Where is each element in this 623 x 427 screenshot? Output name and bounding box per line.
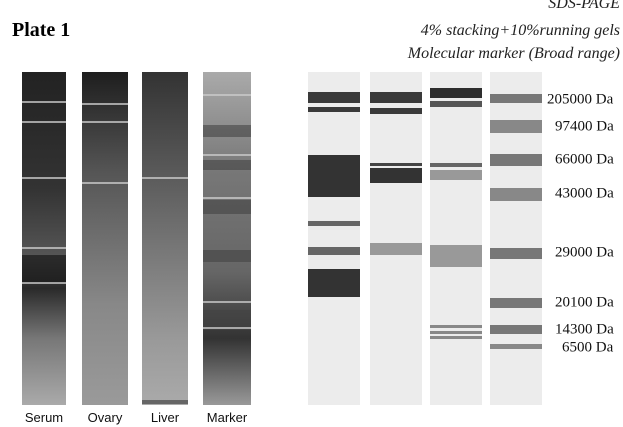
band	[430, 88, 482, 98]
band	[430, 245, 482, 267]
band	[370, 92, 422, 103]
band-photo	[142, 400, 188, 404]
band	[490, 298, 542, 308]
marker-label: 97400 Da	[555, 118, 614, 134]
band	[308, 247, 360, 255]
band	[308, 221, 360, 226]
caption-line: Molecular marker (Broad range)	[407, 45, 620, 62]
band	[490, 344, 542, 349]
band	[430, 336, 482, 339]
band	[430, 331, 482, 334]
band	[308, 92, 360, 103]
band	[370, 168, 422, 183]
band-photo	[22, 255, 66, 283]
caption-line: SDS-PAGE	[548, 0, 620, 12]
band	[430, 325, 482, 328]
band	[490, 154, 542, 166]
lane-schematic	[430, 72, 482, 405]
band	[308, 155, 360, 197]
band-photo	[203, 125, 251, 137]
band-photo	[203, 310, 251, 330]
caption-line: 4% stacking+10%running gels	[421, 22, 620, 39]
lane-photo	[142, 72, 188, 405]
band	[490, 120, 542, 133]
band	[308, 269, 360, 297]
lane-photo	[82, 72, 128, 405]
band	[430, 101, 482, 107]
lane-label: Serum	[25, 410, 63, 425]
band	[430, 163, 482, 167]
marker-label: 6500 Da	[562, 339, 614, 355]
lane-photo	[203, 72, 251, 405]
marker-label: 66000 Da	[555, 151, 614, 167]
lane-photo	[22, 72, 66, 405]
gel-photo	[22, 72, 251, 405]
lane-label: Ovary	[88, 410, 123, 425]
marker-label: 20100 Da	[555, 294, 614, 310]
band	[490, 188, 542, 201]
band	[370, 108, 422, 114]
marker-label: 205000 Da	[547, 91, 614, 107]
band-photo	[203, 200, 251, 214]
lane-schematic	[308, 72, 360, 405]
lane-label: Marker	[207, 410, 248, 425]
band	[370, 243, 422, 255]
band	[370, 163, 422, 166]
lane-schematic	[370, 72, 422, 405]
band-photo	[203, 250, 251, 262]
band	[308, 107, 360, 112]
marker-label: 43000 Da	[555, 185, 614, 201]
band	[490, 94, 542, 103]
band-photo	[203, 160, 251, 170]
title: Plate 1	[12, 19, 70, 41]
lane-label: Liver	[151, 410, 180, 425]
marker-label: 14300 Da	[555, 321, 614, 337]
marker-label: 29000 Da	[555, 244, 614, 260]
band	[490, 248, 542, 259]
band	[490, 325, 542, 334]
band	[430, 170, 482, 180]
